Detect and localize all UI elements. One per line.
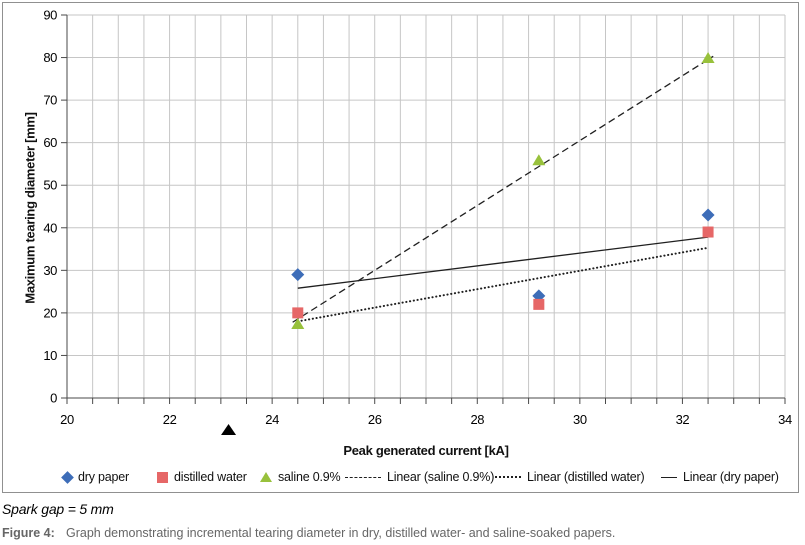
svg-text:20: 20 [60, 412, 74, 427]
x-axis-title: Peak generated current [kA] [343, 443, 509, 458]
legend-label: dry paper [78, 470, 130, 484]
svg-text:30: 30 [573, 412, 587, 427]
svg-text:34: 34 [778, 412, 792, 427]
legend-label: distilled water [174, 470, 247, 484]
dashed-line-icon [345, 476, 381, 478]
y-axis-title: Maximum tearing diameter [mm] [22, 112, 38, 304]
figure-caption-text: Graph demonstrating incremental tearing … [66, 526, 616, 540]
svg-text:30: 30 [43, 263, 57, 278]
svg-text:28: 28 [470, 412, 484, 427]
svg-text:0: 0 [50, 391, 57, 406]
spark-gap-note: Spark gap = 5 mm [2, 501, 114, 517]
legend-item-linear-distilled: Linear (distilled water) [495, 468, 645, 486]
svg-text:50: 50 [43, 178, 57, 193]
legend-item-saline: saline 0.9% [260, 468, 341, 486]
legend-item-linear-saline: Linear (saline 0.9%) [345, 468, 494, 486]
svg-text:26: 26 [368, 412, 382, 427]
legend-item-dry-paper: dry paper [61, 468, 130, 486]
figure-caption: Figure 4: Graph demonstrating incremental… [2, 526, 802, 540]
svg-text:80: 80 [43, 50, 57, 65]
dry-paper-diamond-icon [61, 470, 74, 484]
legend-label: Linear (distilled water) [527, 470, 645, 484]
legend-item-linear-dry: Linear (dry paper) [661, 468, 779, 486]
svg-text:70: 70 [43, 93, 57, 108]
svg-text:10: 10 [43, 348, 57, 363]
svg-text:60: 60 [43, 135, 57, 150]
svg-text:22: 22 [163, 412, 177, 427]
svg-text:32: 32 [676, 412, 690, 427]
legend-label: Linear (dry paper) [683, 470, 779, 484]
svg-text:40: 40 [43, 220, 57, 235]
solid-line-icon [661, 476, 677, 478]
figure-caption-label: Figure 4: [2, 526, 55, 540]
chart-frame: 20 22 24 26 28 30 32 34 0 10 20 30 40 50 60 70 80 90 Peak… [2, 2, 799, 493]
saline-triangle-icon [260, 472, 272, 482]
dotted-line-icon [495, 476, 521, 478]
legend: dry paper distilled water saline 0.9% Li… [3, 468, 798, 486]
svg-text:90: 90 [43, 8, 57, 23]
legend-label: saline 0.9% [278, 470, 341, 484]
legend-label: Linear (saline 0.9%) [387, 470, 495, 484]
svg-text:24: 24 [265, 412, 279, 427]
scatter-plot: 20 22 24 26 28 30 32 34 0 10 20 30 40 50 60 70 80 90 [43, 8, 792, 435]
legend-item-distilled-water: distilled water [157, 468, 247, 486]
spark-gap-marker-triangle [221, 424, 237, 435]
distilled-water-square-icon [157, 471, 168, 483]
svg-text:20: 20 [43, 305, 57, 320]
